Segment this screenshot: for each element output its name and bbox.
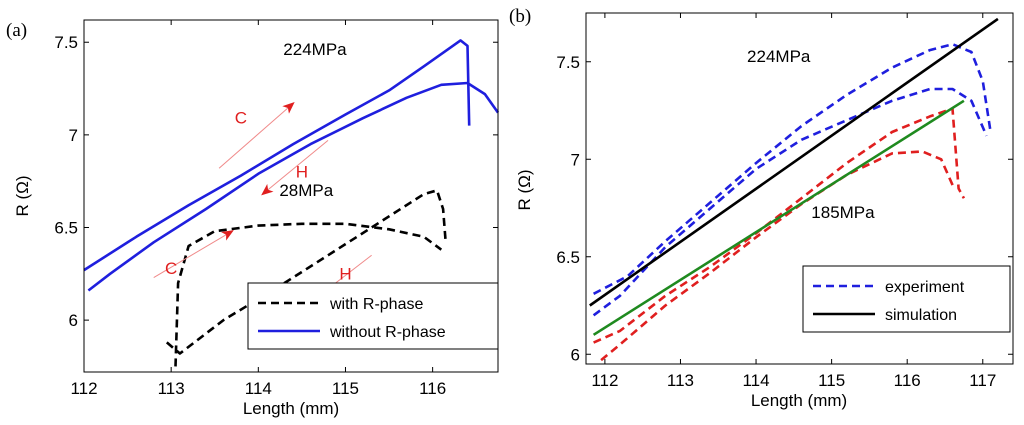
x-tick-label: 116 — [894, 371, 921, 390]
x-axis-label: Length (mm) — [243, 399, 339, 418]
legend-label: experiment — [885, 279, 965, 296]
y-tick-label: 7 — [571, 150, 580, 169]
x-tick-label: 115 — [332, 379, 359, 398]
series-line-a-3 — [165, 189, 447, 355]
y-axis-label: R (Ω) — [13, 175, 32, 216]
series-line-b-4 — [589, 17, 999, 307]
x-tick-label: 117 — [969, 371, 996, 390]
arrow-c-2 — [153, 230, 234, 278]
x-tick-label: 114 — [742, 371, 769, 390]
x-tick-label: 115 — [818, 371, 845, 390]
annotation-h: H — [296, 162, 308, 181]
panel-label: (b) — [509, 6, 531, 27]
legend-label: simulation — [885, 307, 957, 324]
y-tick-label: 6 — [69, 311, 78, 330]
annotation-28mpa: 28MPa — [279, 181, 333, 200]
y-tick-label: 6 — [571, 345, 580, 364]
axes-box-a — [83, 19, 499, 373]
annotation-h: H — [339, 264, 351, 283]
y-tick-label: 6.5 — [556, 248, 580, 267]
x-tick-label: 112 — [70, 379, 97, 398]
chart-panel-b: 112 113 114 115 116 117 6 6.5 7 7.5 Length (mm) R (… — [509, 6, 1014, 410]
arrow-h-1 — [261, 140, 329, 196]
annotation-224mpa: 224MPa — [747, 47, 811, 66]
annotation-185mpa: 185MPa — [811, 203, 875, 222]
legend-label: with R-phase — [329, 296, 423, 313]
x-tick-label: 114 — [245, 379, 272, 398]
series-line-a-0 — [83, 39, 471, 272]
x-tick-label: 112 — [591, 371, 618, 390]
y-tick-label: 7.5 — [556, 53, 580, 72]
series-line-a-2 — [174, 222, 443, 367]
legend: with R-phase without R-phase — [247, 282, 499, 350]
x-tick-label: 116 — [419, 379, 446, 398]
y-axis-label: R (Ω) — [515, 169, 534, 210]
x-tick-label: 113 — [667, 371, 694, 390]
arrow-c-0 — [218, 102, 295, 169]
series-line-b-0 — [593, 42, 992, 295]
axes-box-b — [585, 12, 1014, 365]
series-line-b-2 — [593, 107, 966, 344]
legend-label: without R-phase — [329, 324, 446, 341]
chart-panel-a: 112 113 114 115 116 6 6.5 7 7.5 Length (mm) R (Ω) (… — [6, 19, 500, 418]
legend-box — [247, 282, 499, 350]
annotation-224mpa: 224MPa — [283, 40, 347, 59]
x-axis-label: Length (mm) — [751, 391, 847, 410]
annotation-c: C — [165, 259, 177, 278]
series-line-a-1 — [87, 81, 500, 292]
legend: experiment simulation — [802, 265, 1011, 333]
y-tick-label: 6.5 — [54, 218, 78, 237]
y-tick-label: 7.5 — [54, 33, 78, 52]
legend-box — [802, 265, 1011, 333]
x-tick-label: 113 — [158, 379, 185, 398]
panel-label: (a) — [6, 20, 27, 41]
annotation-c: C — [235, 109, 247, 128]
y-tick-label: 7 — [69, 126, 78, 145]
series-line-b-5 — [592, 99, 965, 336]
